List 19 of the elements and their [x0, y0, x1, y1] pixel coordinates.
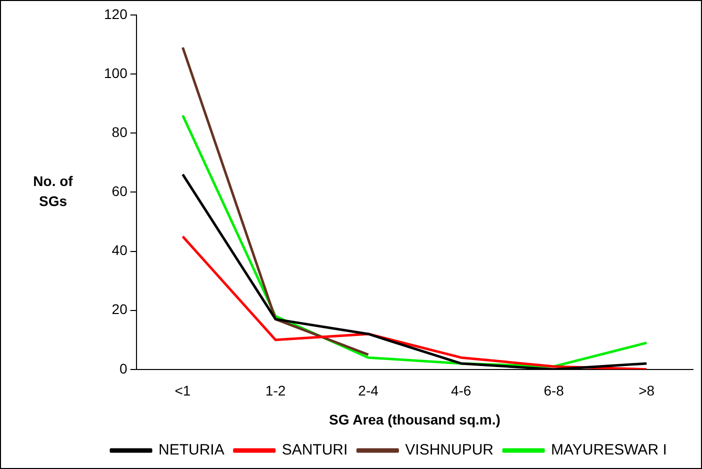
x-tick-label: >8 — [638, 382, 655, 399]
x-tick-label: 4-6 — [450, 382, 472, 399]
x-tick-label: 2-4 — [358, 382, 379, 399]
legend-label: NETURIA — [158, 442, 224, 459]
x-tick-label: <1 — [174, 382, 191, 399]
y-tick-label: 0 — [120, 360, 128, 376]
y-tick-label: 60 — [112, 183, 128, 200]
legend-label: VISHNUPUR — [405, 442, 494, 459]
y-tick-label: 120 — [104, 6, 128, 22]
y-axis-title: No. of SGs — [33, 173, 74, 210]
x-tick-label: 6-8 — [544, 382, 564, 399]
y-tick-label: 20 — [112, 301, 128, 318]
y-tick-label: 80 — [112, 124, 128, 140]
x-tick-label: 1-2 — [265, 382, 286, 399]
y-tick-label: 100 — [104, 64, 128, 81]
y-tick-label: 40 — [112, 242, 128, 258]
legend-label: MAYURESWAR I — [551, 442, 667, 459]
legend-label: SANTURI — [282, 442, 348, 459]
x-axis-title: SG Area (thousand sq.m.) — [328, 411, 500, 428]
